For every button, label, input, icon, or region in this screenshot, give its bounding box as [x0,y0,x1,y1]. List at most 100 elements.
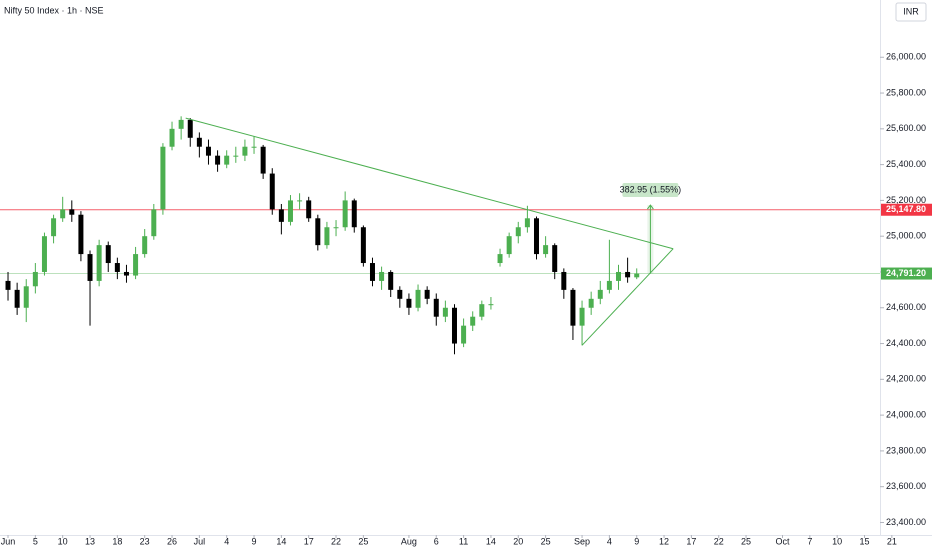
candle-body [114,263,120,272]
candle-body [123,271,129,276]
y-tick-label: 25,800.00 [886,87,926,97]
y-tick-label: 25,400.00 [886,159,926,169]
y-tick-label: 25,600.00 [886,123,926,133]
x-tick-label: 25 [358,536,368,546]
candle-body [23,286,29,308]
candle-body [451,307,457,344]
candle-body [5,280,11,290]
candle-body [315,218,321,246]
y-tick-label: 23,600.00 [886,481,926,491]
candle-body [506,236,512,255]
candle-body [14,289,20,308]
y-tick-label: 24,200.00 [886,374,926,384]
y-tick-label: 25,200.00 [886,195,926,205]
candle-body [60,209,66,219]
x-tick-label: 9 [634,536,639,546]
x-tick-label: 11 [459,536,468,546]
y-tick-label: 24,400.00 [886,338,926,348]
candle-body [233,155,239,157]
candle-body [388,271,394,290]
trend-line [581,248,674,346]
price-tag [881,203,932,216]
candle-body [579,307,585,326]
y-tick-label: 25,000.00 [886,231,926,241]
x-tick-label: 14 [276,536,286,546]
candle-body [287,200,293,222]
candle-body [242,146,248,156]
candle-body [187,119,193,138]
x-tick-label: 5 [33,536,38,546]
candle-body [215,155,221,165]
candle-body [543,245,549,255]
candle-body [397,289,403,299]
candle-body [360,227,366,264]
measure-arrowhead [646,204,654,210]
x-tick-label: 20 [513,536,523,546]
candle-body [433,298,439,317]
candle-body [570,289,576,326]
x-tick-label: 25 [541,536,551,546]
candle-body [415,289,421,308]
candle-body [251,146,257,148]
x-tick-label: 10 [58,536,68,546]
candle-body [615,271,621,281]
measure-label-box [622,183,679,198]
candle-body [142,236,148,255]
candle-body [461,325,467,344]
x-tick-label: 22 [331,536,341,546]
x-tick-label: 6 [434,536,439,546]
candle-body [151,209,157,237]
candle-body [324,227,330,246]
candle-body [269,173,275,210]
candle-body [497,254,503,264]
candle-body [634,273,640,278]
chart-title: Nifty 50 Index · 1h · NSE [4,5,104,15]
measure-label: 382.95 (1.55%) [620,184,682,194]
x-tick-label: 4 [607,536,612,546]
candle-body [479,304,485,317]
price-tag-label: 24,791.20 [886,268,926,278]
candle-body [470,316,476,326]
candle-body [561,271,567,290]
candle-body [41,236,47,272]
candle-body [379,271,385,281]
x-tick-label: 9 [252,536,257,546]
candle-body [369,263,375,281]
candle-body [597,289,603,299]
x-tick-label: Aug [401,536,417,546]
candle-body [442,307,448,317]
x-tick-label: 4 [224,536,229,546]
candle-body [515,227,521,237]
x-tick-label: 22 [714,536,724,546]
candle-body [96,245,102,281]
candle-body [32,271,38,287]
candle-body [424,289,430,299]
x-tick-label: Jul [194,536,206,546]
candle-body [105,245,111,264]
price-tag-label: 25,147.80 [886,204,926,214]
candle-body [588,298,594,308]
x-tick-label: 26 [167,536,177,546]
candle-body [224,155,230,165]
currency-button[interactable] [895,2,927,22]
candle-body [606,280,612,290]
x-tick-label: 17 [304,536,314,546]
x-tick-label: 15 [860,536,870,546]
price-tag [881,267,932,280]
candle-body [133,254,139,276]
candle-body [178,119,184,129]
x-tick-label: Sep [574,536,590,546]
x-tick-label: 18 [112,536,122,546]
candle-body [297,200,303,202]
currency-label[interactable]: INR [903,6,919,16]
y-tick-label: 23,800.00 [886,445,926,455]
candle-body [160,146,166,210]
y-tick-label: 24,600.00 [886,302,926,312]
candle-body [625,271,631,278]
x-tick-label: 21 [887,536,897,546]
trend-line [185,117,674,250]
y-tick-label: 23,400.00 [886,517,926,527]
x-tick-label: 25 [741,536,751,546]
